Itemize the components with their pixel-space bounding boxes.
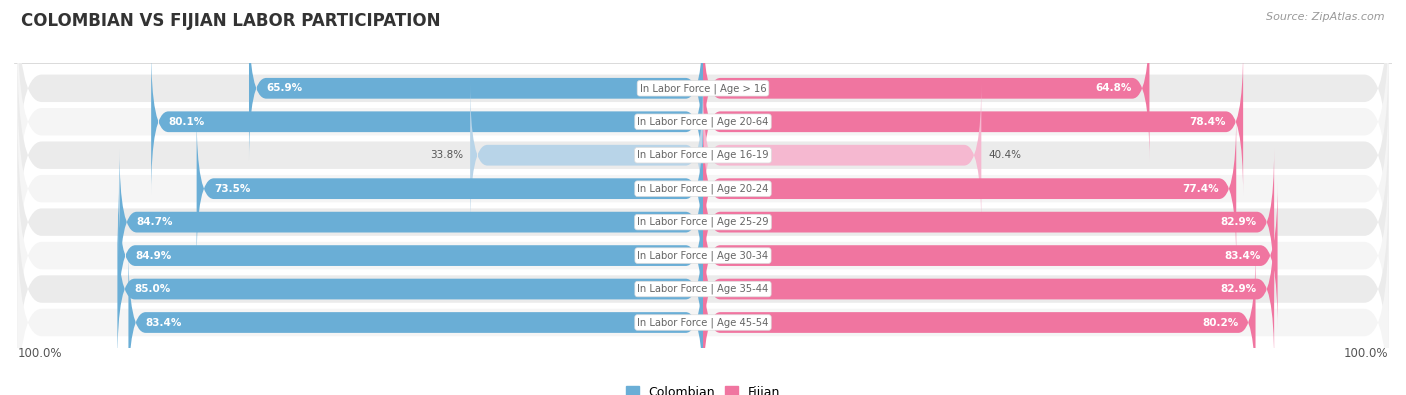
Text: In Labor Force | Age 20-24: In Labor Force | Age 20-24 (637, 183, 769, 194)
FancyBboxPatch shape (17, 152, 1389, 359)
Text: In Labor Force | Age > 16: In Labor Force | Age > 16 (640, 83, 766, 94)
FancyBboxPatch shape (470, 82, 703, 228)
Legend: Colombian, Fijian: Colombian, Fijian (621, 381, 785, 395)
Text: 80.2%: 80.2% (1202, 318, 1239, 327)
Text: COLOMBIAN VS FIJIAN LABOR PARTICIPATION: COLOMBIAN VS FIJIAN LABOR PARTICIPATION (21, 12, 440, 30)
Text: 78.4%: 78.4% (1189, 117, 1226, 127)
FancyBboxPatch shape (17, 186, 1389, 393)
FancyBboxPatch shape (152, 49, 703, 195)
FancyBboxPatch shape (249, 15, 703, 162)
Text: In Labor Force | Age 16-19: In Labor Force | Age 16-19 (637, 150, 769, 160)
Text: 64.8%: 64.8% (1095, 83, 1132, 93)
FancyBboxPatch shape (17, 219, 1389, 395)
FancyBboxPatch shape (703, 115, 1236, 262)
Text: 85.0%: 85.0% (135, 284, 172, 294)
FancyBboxPatch shape (197, 115, 703, 262)
Text: 100.0%: 100.0% (1344, 346, 1389, 359)
Text: 80.1%: 80.1% (169, 117, 205, 127)
Text: In Labor Force | Age 45-54: In Labor Force | Age 45-54 (637, 317, 769, 328)
Text: Source: ZipAtlas.com: Source: ZipAtlas.com (1267, 12, 1385, 22)
FancyBboxPatch shape (703, 149, 1274, 295)
Text: 65.9%: 65.9% (266, 83, 302, 93)
Text: 73.5%: 73.5% (214, 184, 250, 194)
FancyBboxPatch shape (117, 216, 703, 362)
FancyBboxPatch shape (703, 49, 1243, 195)
FancyBboxPatch shape (120, 149, 703, 295)
Text: 82.9%: 82.9% (1220, 217, 1257, 227)
FancyBboxPatch shape (17, 52, 1389, 259)
FancyBboxPatch shape (703, 182, 1278, 329)
FancyBboxPatch shape (17, 85, 1389, 292)
FancyBboxPatch shape (703, 82, 981, 228)
FancyBboxPatch shape (703, 249, 1256, 395)
FancyBboxPatch shape (703, 15, 1150, 162)
Text: In Labor Force | Age 30-34: In Labor Force | Age 30-34 (637, 250, 769, 261)
FancyBboxPatch shape (128, 249, 703, 395)
FancyBboxPatch shape (17, 119, 1389, 325)
Text: 84.7%: 84.7% (136, 217, 173, 227)
Text: 33.8%: 33.8% (430, 150, 463, 160)
Text: 83.4%: 83.4% (146, 318, 181, 327)
Text: 100.0%: 100.0% (17, 346, 62, 359)
Text: In Labor Force | Age 20-64: In Labor Force | Age 20-64 (637, 117, 769, 127)
Text: 83.4%: 83.4% (1225, 250, 1260, 261)
Text: 82.9%: 82.9% (1220, 284, 1257, 294)
Text: 84.9%: 84.9% (135, 250, 172, 261)
Text: In Labor Force | Age 35-44: In Labor Force | Age 35-44 (637, 284, 769, 294)
FancyBboxPatch shape (703, 216, 1274, 362)
FancyBboxPatch shape (17, 0, 1389, 192)
Text: 77.4%: 77.4% (1182, 184, 1219, 194)
FancyBboxPatch shape (118, 182, 703, 329)
FancyBboxPatch shape (17, 18, 1389, 225)
Text: In Labor Force | Age 25-29: In Labor Force | Age 25-29 (637, 217, 769, 228)
Text: 40.4%: 40.4% (988, 150, 1021, 160)
